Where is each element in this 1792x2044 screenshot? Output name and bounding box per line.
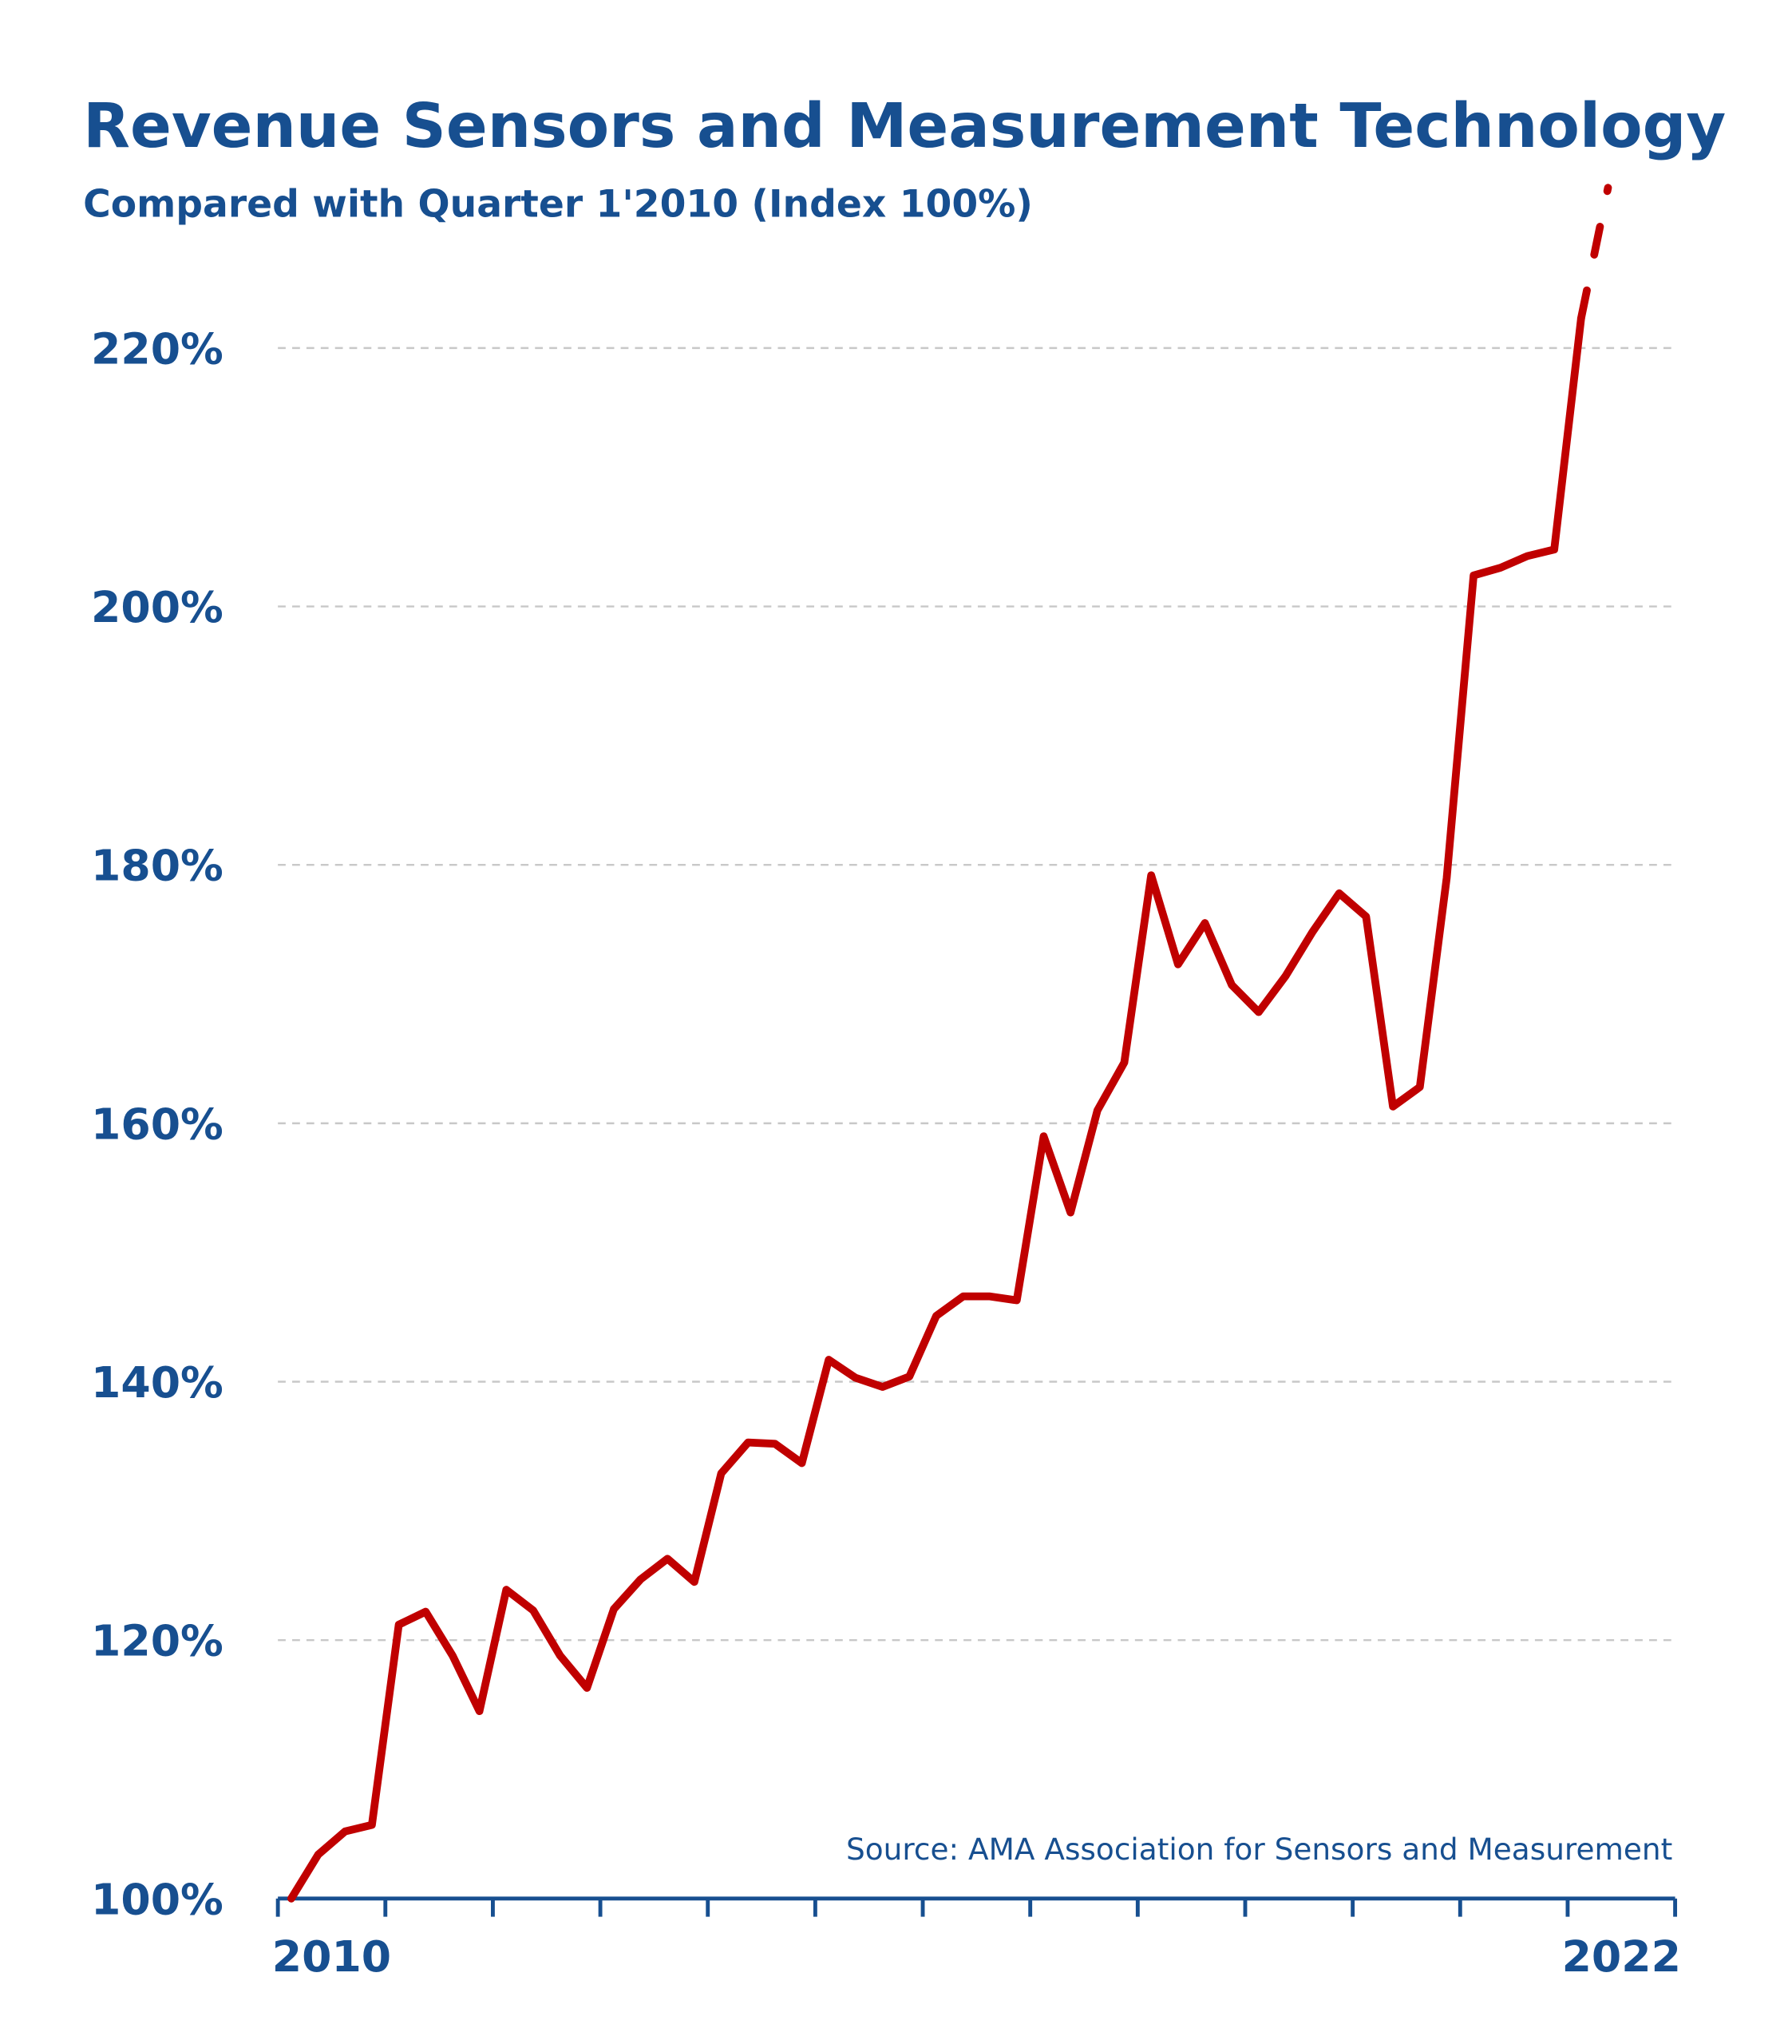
y-tick-label: 180% bbox=[91, 841, 224, 891]
x-axis: 2010 2022 bbox=[272, 1896, 1681, 1982]
y-tick-label: 120% bbox=[91, 1616, 224, 1666]
y-tick-label: 160% bbox=[91, 1099, 224, 1149]
chart-subtitle: Compared with Quarter 1'2010 (Index 100%… bbox=[83, 183, 1033, 227]
y-tick-label: 200% bbox=[91, 582, 224, 632]
x-tick-label: 2010 bbox=[272, 1931, 391, 1982]
gridlines bbox=[278, 347, 1675, 1642]
x-tick-label: 2022 bbox=[1562, 1931, 1681, 1982]
source-note: Source: AMA Association for Sensors and … bbox=[846, 1832, 1672, 1867]
series-lines bbox=[287, 184, 1612, 1903]
chart-title: Revenue Sensors and Measurement Technolo… bbox=[83, 91, 1726, 162]
y-tick-label: 140% bbox=[91, 1357, 224, 1408]
y-axis: 100% 120% 140% 160% 180% 200% 220% bbox=[91, 323, 224, 1924]
y-tick-label: 100% bbox=[91, 1874, 224, 1924]
revenue-index-line bbox=[287, 314, 1585, 1903]
forecast-line bbox=[1576, 184, 1612, 323]
y-tick-label: 220% bbox=[91, 323, 224, 374]
